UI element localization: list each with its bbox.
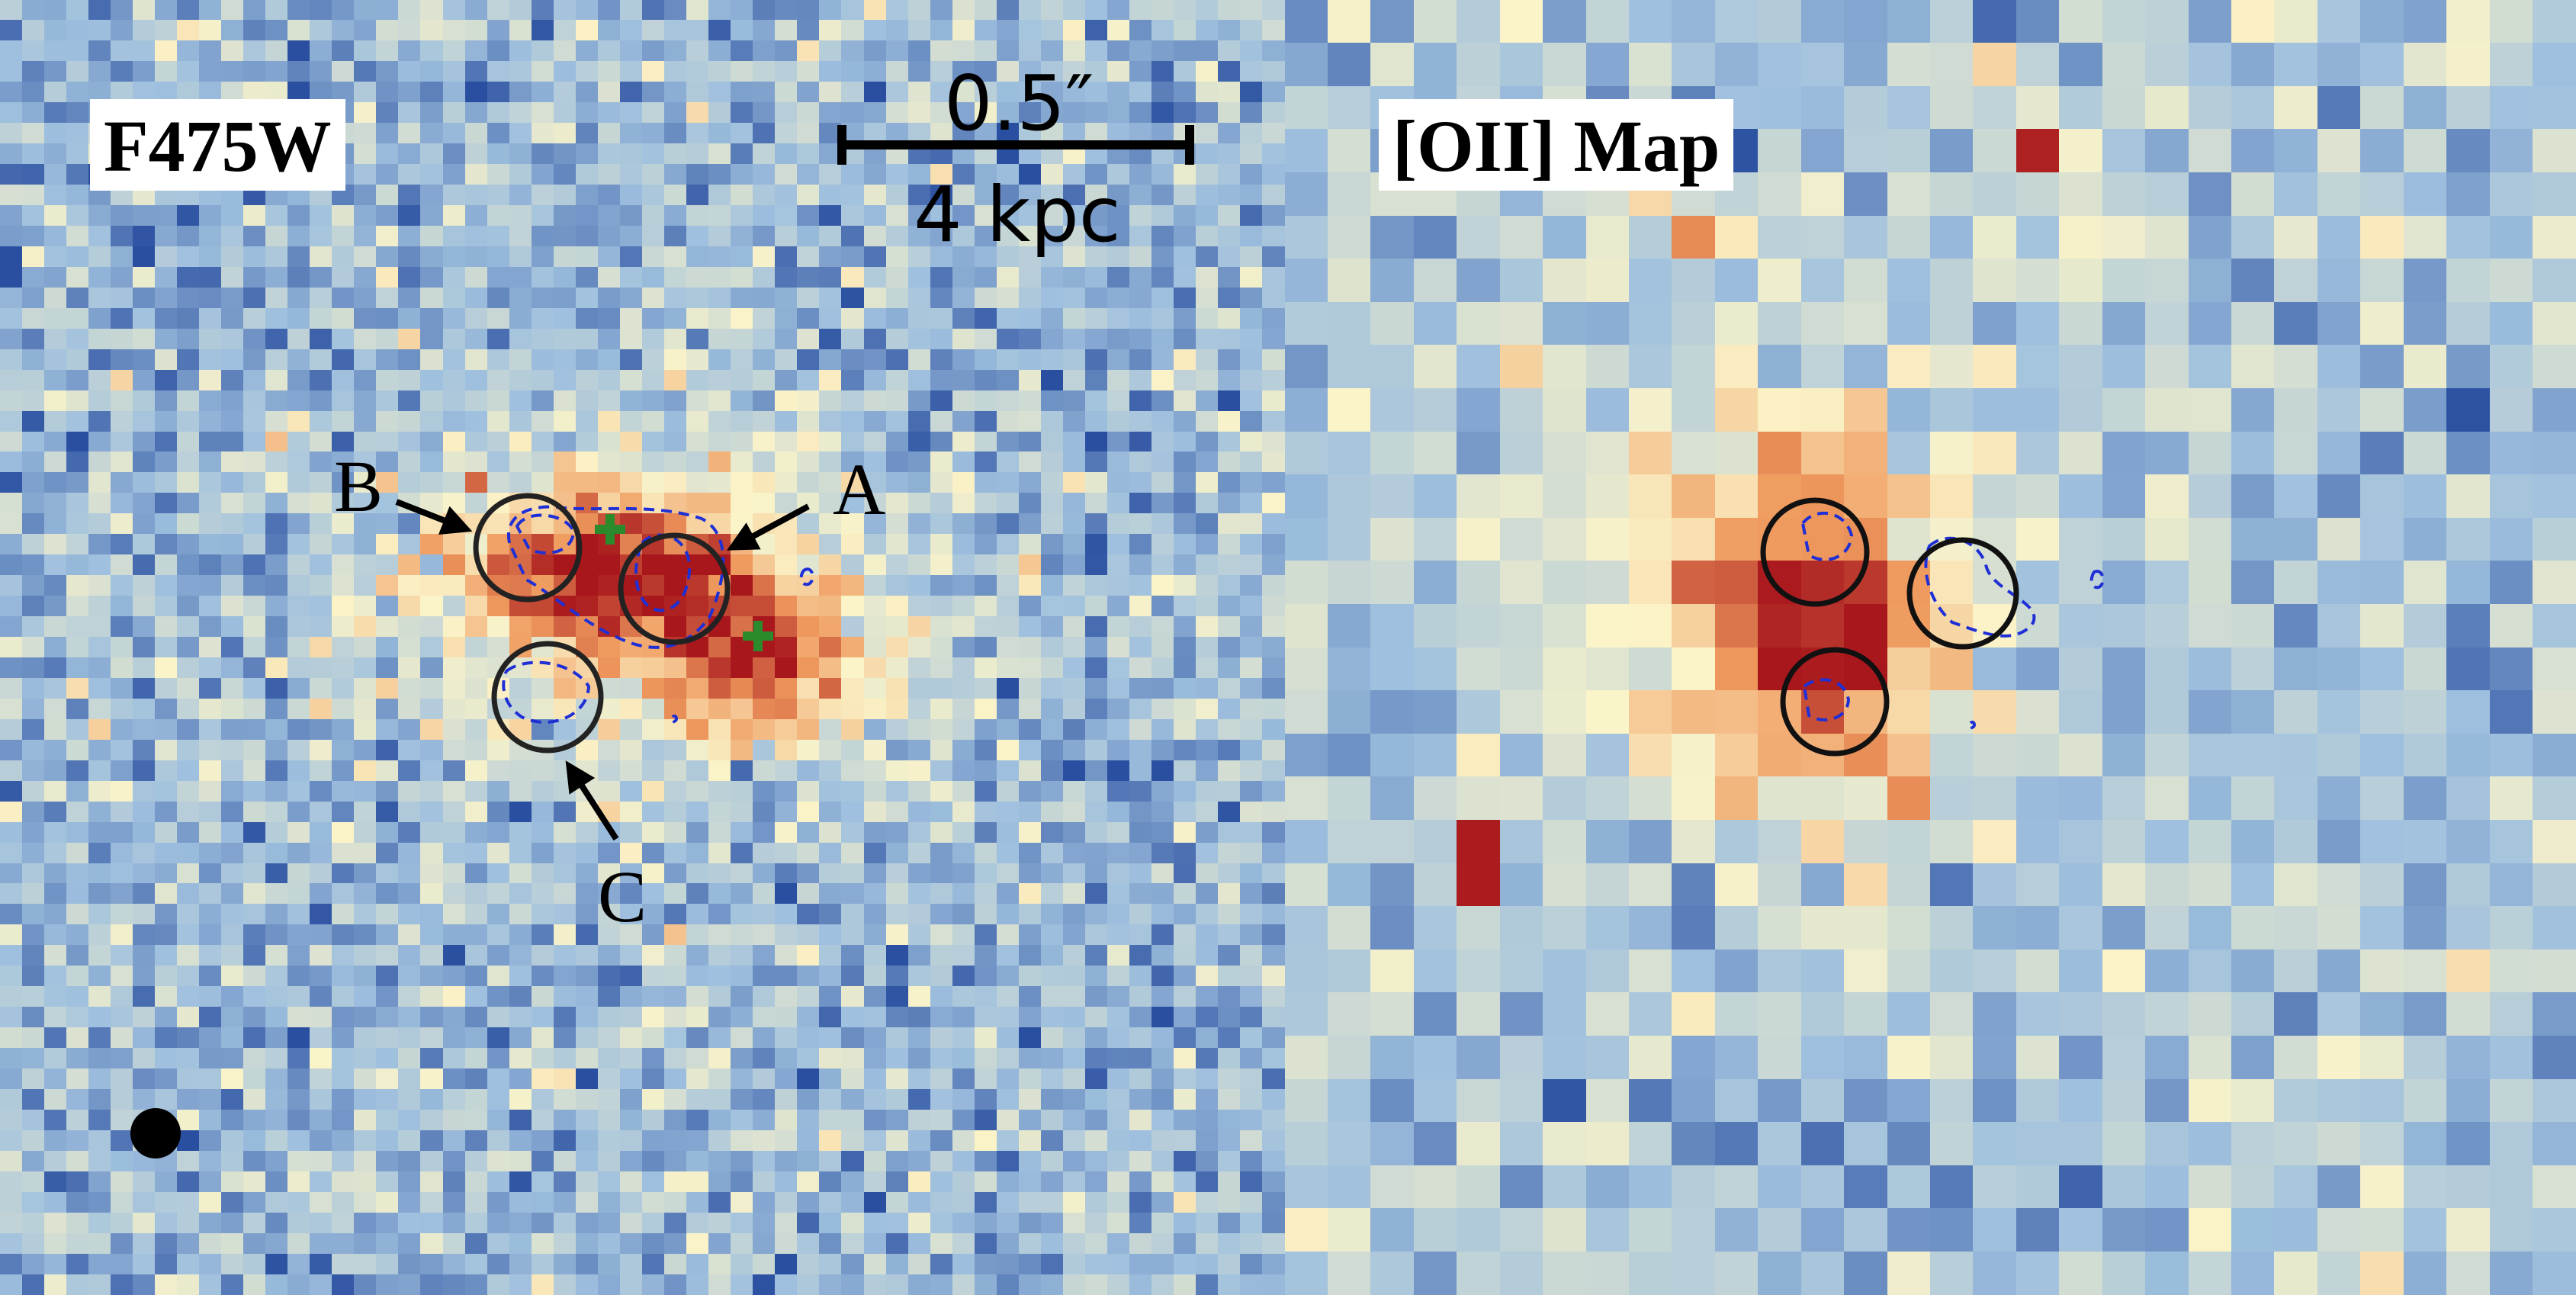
- aperture-b-right: [1760, 497, 1870, 607]
- green-markers: [595, 514, 773, 651]
- contour-b-right: [1800, 511, 1854, 561]
- arrow-b: [395, 499, 473, 535]
- aperture-b: [473, 493, 583, 603]
- scale-bar: [837, 125, 1194, 165]
- left-apertures: [473, 493, 731, 754]
- annotation-label-b: B: [334, 445, 384, 527]
- contour-c-right: [1802, 678, 1851, 721]
- oii-map-panel: [1285, 0, 2576, 1295]
- f475w-image-panel: [0, 0, 1285, 1295]
- contour-c: [502, 660, 591, 724]
- annotation-label-a: A: [833, 448, 886, 530]
- scale-bar-physical-label: 4 kpc: [914, 170, 1121, 259]
- panel-label-oii-map: [OII] Map: [1379, 99, 1734, 191]
- psf-marker-icon: [130, 1108, 181, 1158]
- annotation-arrows: [395, 499, 810, 841]
- right-apertures: [1760, 497, 2019, 757]
- aperture-a: [618, 532, 731, 645]
- scale-bar-angular-label: 0.5″: [944, 59, 1094, 148]
- right-contours: [1800, 511, 2105, 730]
- arrow-a: [726, 503, 810, 551]
- contour-b-inner: [515, 513, 576, 555]
- aperture-c: [491, 641, 604, 754]
- annotation-label-c: C: [598, 856, 647, 937]
- contour-a-inner: [634, 533, 692, 612]
- contour-dot: [670, 714, 679, 724]
- contour-blob-small: [799, 567, 814, 586]
- panel-label-f475w: F475W: [90, 99, 345, 191]
- arrow-c: [565, 760, 619, 841]
- aperture-c-right: [1780, 647, 1890, 757]
- aperture-a-right: [1906, 537, 2019, 650]
- marker-plus-1: [595, 514, 625, 545]
- contour-dot-right: [1968, 720, 1977, 730]
- contour-blob-right: [2089, 570, 2105, 590]
- marker-plus-2: [743, 621, 773, 651]
